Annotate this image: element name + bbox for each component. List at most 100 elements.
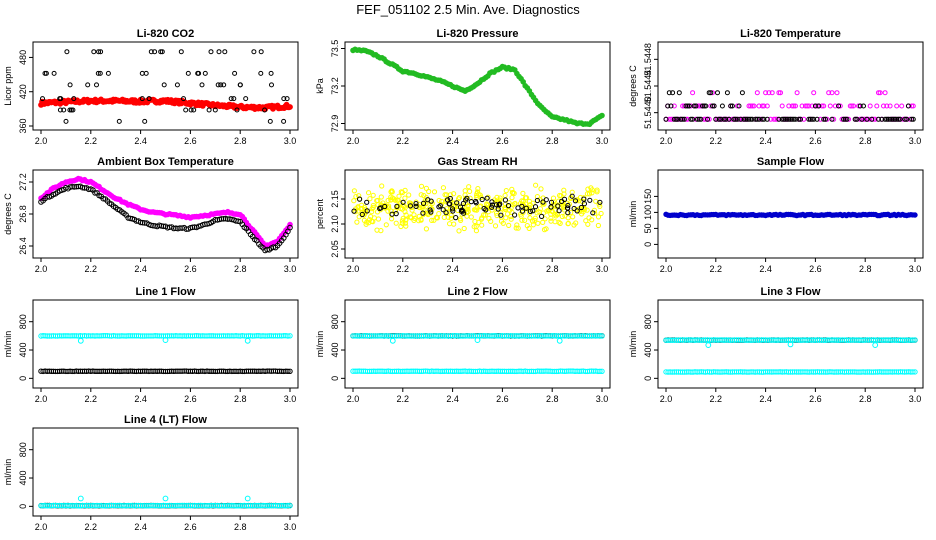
data-point [688,103,694,109]
data-point [61,107,67,113]
data-point [475,186,481,192]
data-point [403,212,409,218]
data-point [447,192,453,198]
data-point [185,70,191,76]
data-marks [350,333,605,375]
data-point [829,90,835,96]
data-point [847,103,853,109]
panel-ambient: Ambient Box Temperature degrees C 2.0 2.2 2.… [3,156,299,274]
data-point [385,197,391,204]
x-tick-label: 2.0 [35,264,48,274]
data-point [465,206,471,212]
panel-title: Line 3 Flow [761,286,821,298]
data-point [912,369,918,375]
data-point [42,70,48,76]
data-point [721,116,727,122]
data-point [497,201,503,207]
data-point [739,90,745,96]
data-point [819,103,825,109]
data-point [599,368,605,374]
data-point [595,222,602,229]
data-point [463,197,469,203]
data-point [493,210,500,216]
data-point [544,208,550,214]
data-point [502,197,508,203]
x-tick-label: 3.0 [596,394,609,404]
data-point [515,225,521,231]
data-point [798,116,803,122]
data-point [393,211,399,217]
x-tick-label: 2.0 [347,264,360,274]
panel-ltemp: Li-820 Temperature degrees C 2.0 2.2 2.4 2.6 2… [628,28,924,146]
panel-rh: Gas Stream RH percent 2.0 2.2 2.4 2.6 2.8 3.0 2.… [315,156,611,274]
x-tick-label: 2.8 [234,394,247,404]
data-point [676,90,682,96]
data-point [761,103,767,109]
data-point [548,199,555,205]
data-point [569,193,575,199]
data-point [556,337,563,344]
data-point [756,116,762,122]
data-point [451,191,457,197]
x-tick-label: 2.2 [85,264,98,274]
data-point [375,216,382,222]
y-tick-label: 2.15 [330,190,340,208]
data-point [595,214,602,220]
data-point [565,202,571,209]
y-tick-label: 420 [18,84,28,99]
panel-title: Li-820 Temperature [740,28,841,40]
y-axis-label: degrees C [3,193,13,235]
data-point [594,187,600,193]
data-point [831,116,837,122]
data-point [139,70,145,76]
data-point [199,82,205,88]
data-point [398,223,404,230]
plot-frame [32,299,299,389]
data-point [456,196,462,202]
data-point [183,107,189,113]
data-point [597,368,603,374]
y-tick-label: 0 [18,504,28,509]
data-point [814,103,820,109]
data-point [509,195,515,201]
data-point [690,90,696,96]
data-point [513,225,519,231]
data-point [471,224,477,230]
x-tick-label: 2.0 [35,394,48,404]
y-tick-label: 2.10 [330,215,340,233]
data-point [771,116,777,122]
data-point [447,195,453,202]
data-point [716,116,722,122]
x-tick-label: 2.8 [859,136,872,146]
data-point [719,116,725,122]
data-point [829,116,835,122]
data-point [703,103,709,109]
y-tick-label: 480 [18,50,28,65]
data-point [705,342,712,349]
data-point [586,191,593,197]
data-point [834,90,840,96]
data-point [548,218,554,224]
data-point [394,203,400,209]
data-point [665,103,671,109]
x-tick-label: 3.0 [909,136,922,146]
data-point [910,337,916,343]
data-point [910,116,916,122]
data-point [791,116,797,122]
data-point [202,70,208,76]
data-point [440,185,446,191]
data-point [841,116,847,122]
data-point [666,116,672,122]
y-axis-label: ml/min [3,331,13,358]
data-point [407,203,413,209]
x-tick-label: 2.2 [397,394,410,404]
data-point [705,116,710,122]
y-axis-label: kPa [315,78,325,94]
data-point [287,104,293,110]
x-tick-label: 2.0 [347,394,360,404]
data-point [778,90,783,96]
data-point [508,216,514,222]
data-point [668,103,674,109]
data-point [599,333,605,339]
data-point [806,103,812,109]
